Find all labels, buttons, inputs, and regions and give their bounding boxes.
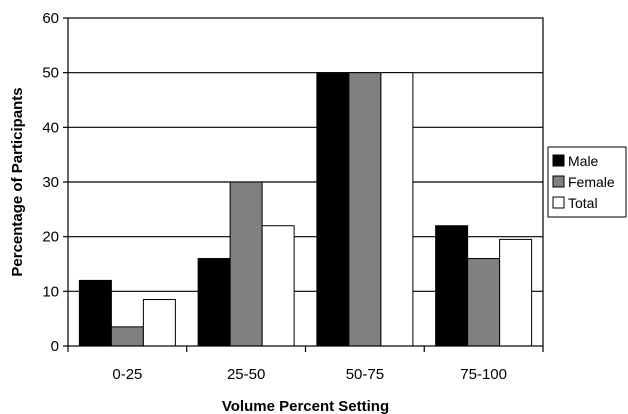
bar-male-25-50	[197, 258, 231, 347]
bar-female-25-50	[229, 181, 263, 347]
legend-label-total: Total	[568, 195, 598, 211]
x-tick-label: 0-25	[112, 366, 142, 383]
y-axis-title: Percentage of Participants	[9, 87, 26, 276]
y-tick-label: 60	[42, 10, 59, 27]
bar-total-50-75	[380, 72, 414, 347]
bar-total-75-100	[499, 238, 533, 347]
y-tick-label: 0	[51, 338, 59, 355]
x-tick-label: 75-100	[460, 366, 507, 383]
bar-male-0-25	[78, 279, 112, 347]
y-tick-label: 40	[42, 119, 59, 136]
legend: Male Female Total	[547, 146, 627, 218]
bar-female-50-75	[348, 72, 382, 347]
y-axis: 0 10 20 30 40 50 60	[42, 10, 68, 355]
bar-male-50-75	[316, 72, 350, 347]
x-axis: 0-25 25-50 50-75 75-100	[67, 346, 544, 383]
x-tick-label: 50-75	[346, 366, 384, 383]
legend-label-female: Female	[568, 174, 615, 190]
bar-female-0-25	[110, 326, 144, 347]
y-tick-label: 50	[42, 65, 59, 82]
y-tick-label: 20	[42, 229, 59, 246]
legend-label-male: Male	[568, 153, 599, 169]
bars	[78, 72, 533, 347]
bar-total-0-25	[142, 299, 176, 347]
legend-swatch-total	[552, 196, 565, 209]
y-tick-label: 30	[42, 174, 59, 191]
bar-female-75-100	[467, 258, 501, 347]
bar-total-25-50	[261, 225, 295, 347]
legend-swatch-male	[552, 154, 565, 167]
x-tick-label: 25-50	[227, 366, 265, 383]
bar-male-75-100	[435, 225, 469, 347]
y-tick-label: 10	[42, 283, 59, 300]
legend-swatch-female	[552, 175, 565, 188]
x-axis-title: Volume Percent Setting	[222, 398, 389, 414]
